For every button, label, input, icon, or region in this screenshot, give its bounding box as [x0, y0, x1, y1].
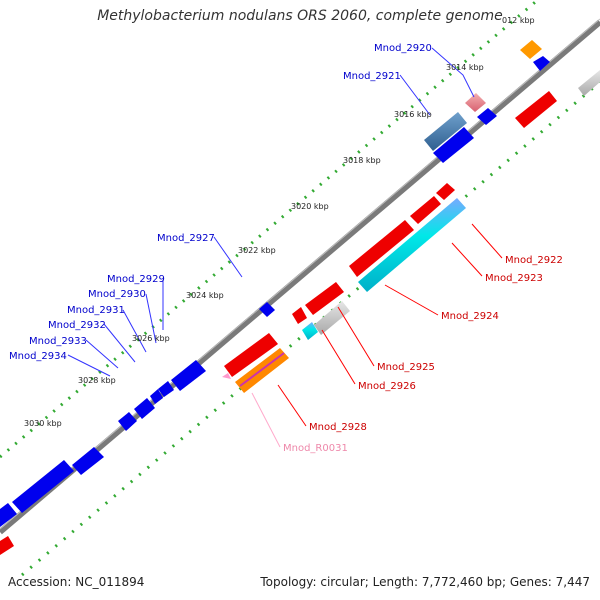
gene-2932[interactable] [134, 398, 155, 419]
gene-2921-blue[interactable] [477, 108, 497, 125]
gene-2929[interactable] [171, 360, 206, 391]
label-mnod-2922[interactable]: Mnod_2922 [505, 255, 563, 266]
genome-summary-text: Topology: circular; Length: 7,772,460 bp… [260, 575, 590, 589]
gene-2934-c[interactable] [0, 503, 17, 527]
gene-2921-arrow[interactable] [433, 127, 474, 163]
gene-2930[interactable] [158, 381, 174, 397]
gene-steelblue[interactable] [424, 112, 467, 151]
tick-3024: 3024 kbp [186, 291, 224, 300]
gene-2933[interactable] [118, 412, 137, 431]
gene-2926-cyan[interactable] [302, 322, 318, 340]
tick-3028: 3028 kbp [78, 376, 116, 385]
gene-2924[interactable] [358, 198, 466, 292]
label-mnod-2932[interactable]: Mnod_2932 [48, 320, 106, 331]
accession-text: Accession: NC_011894 [8, 575, 145, 589]
gene-2928[interactable] [224, 333, 278, 377]
label-mnod-2934[interactable]: Mnod_2934 [9, 351, 67, 362]
label-mnod-2923[interactable]: Mnod_2923 [485, 273, 543, 284]
label-mnod-2926[interactable]: Mnod_2926 [358, 381, 416, 392]
tick-labels: 012 kbp 3014 kbp 3016 kbp 3018 kbp 3020 … [24, 16, 535, 428]
backbone-highlight [0, 18, 600, 530]
gene-bottom-left[interactable] [0, 536, 14, 555]
gene-2928-stripe-inner [239, 352, 285, 387]
forward-gene-labels: Mnod_2920 Mnod_2921 Mnod_2927 Mnod_2929 … [9, 43, 432, 362]
reverse-gene-labels: Mnod_2922 Mnod_2923 Mnod_2924 Mnod_2925 … [309, 255, 563, 433]
gene-rna[interactable] [222, 373, 231, 379]
label-mnod-2930[interactable]: Mnod_2930 [88, 289, 146, 300]
gene-2931[interactable] [150, 389, 163, 404]
gene-2934-a[interactable] [72, 447, 104, 475]
label-mnod-r0031[interactable]: Mnod_R0031 [283, 443, 348, 454]
reverse-genes [0, 91, 557, 555]
gene-2926-grey[interactable] [314, 301, 350, 335]
tick-3030: 3030 kbp [24, 419, 62, 428]
gene-grey-right[interactable] [578, 70, 600, 96]
gene-2934-b[interactable] [12, 460, 74, 513]
tick-3012: 012 kbp [502, 16, 535, 25]
gene-2923[interactable] [349, 220, 414, 277]
tick-3014: 3014 kbp [446, 63, 484, 72]
label-mnod-2925[interactable]: Mnod_2925 [377, 362, 435, 373]
gene-2922-a[interactable] [436, 183, 455, 200]
label-mnod-2928[interactable]: Mnod_2928 [309, 422, 367, 433]
gene-2925b[interactable] [292, 307, 307, 324]
gene-2920[interactable] [533, 56, 550, 71]
label-mnod-2927[interactable]: Mnod_2927 [157, 233, 215, 244]
label-mnod-2931[interactable]: Mnod_2931 [67, 305, 125, 316]
label-mnod-2933[interactable]: Mnod_2933 [29, 336, 87, 347]
tick-3020: 3020 kbp [291, 202, 329, 211]
tick-3018: 3018 kbp [343, 156, 381, 165]
tick-3022: 3022 kbp [238, 246, 276, 255]
forward-genes [0, 56, 550, 527]
gene-orange[interactable] [520, 40, 542, 59]
tick-3016: 3016 kbp [394, 110, 432, 119]
leader-lines-forward [67, 47, 475, 377]
label-mnod-2920[interactable]: Mnod_2920 [374, 43, 432, 54]
label-mnod-2921[interactable]: Mnod_2921 [343, 71, 401, 82]
leader-lines-reverse [251, 223, 503, 448]
genome-title: Methylobacterium nodulans ORS 2060, comp… [97, 8, 503, 24]
tick-track-outer [0, 0, 540, 459]
label-mnod-2924[interactable]: Mnod_2924 [441, 311, 499, 322]
gene-2925[interactable] [305, 282, 344, 315]
genome-backbone [0, 19, 600, 535]
gene-pink[interactable] [465, 93, 486, 112]
label-mnod-2929[interactable]: Mnod_2929 [107, 274, 165, 285]
gene-2927[interactable] [259, 302, 275, 317]
tick-3026: 3026 kbp [132, 334, 170, 343]
gene-far-right[interactable] [515, 91, 557, 128]
gene-2922-b[interactable] [410, 196, 441, 224]
